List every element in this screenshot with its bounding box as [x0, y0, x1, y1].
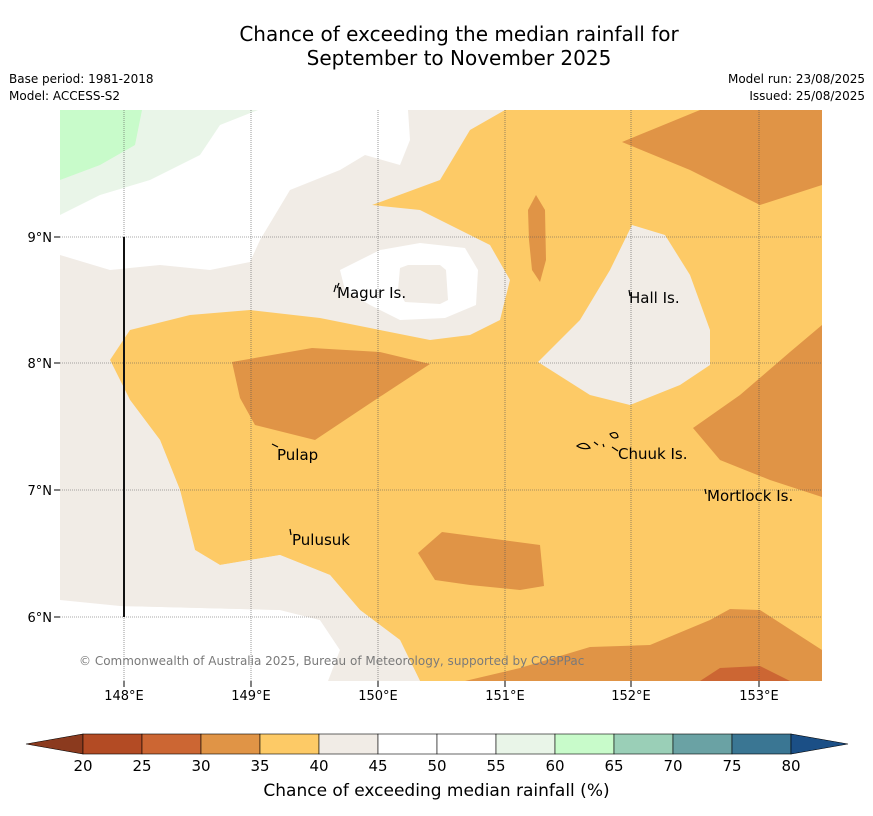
- region-30-35-central: [232, 348, 430, 440]
- label-hall: Hall Is.: [629, 289, 680, 307]
- x-axis: 148°E 149°E 150°E 151°E 152°E 153°E: [104, 681, 779, 704]
- colorbar: 20 25 30 35 40 45 50 55 60 65 70 75 80: [25, 733, 849, 775]
- region-40-45-hall: [538, 225, 710, 405]
- label-pulap: Pulap: [277, 446, 318, 464]
- x-tick-148: 148°E: [104, 689, 144, 704]
- colorbar-tick-30: 30: [191, 757, 210, 775]
- colorbar-tick-70: 70: [663, 757, 682, 775]
- colorbar-swatch-40-45: [318, 733, 379, 755]
- colorbar-swatch-50-55: [436, 733, 497, 755]
- colorbar-swatch-30-35: [200, 733, 261, 755]
- colorbar-tick-55: 55: [486, 757, 505, 775]
- region-magur-inner: [398, 265, 448, 304]
- colorbar-swatch-75-80: [731, 733, 792, 755]
- colorbar-tick-50: 50: [427, 757, 446, 775]
- colorbar-swatch-65-70: [613, 733, 674, 755]
- region-30-35-northeast: [622, 110, 822, 205]
- colorbar-tick-40: 40: [309, 757, 328, 775]
- y-tick-8n: 8°N: [28, 357, 53, 372]
- x-tick-151: 151°E: [485, 689, 525, 704]
- model-name: Model: ACCESS-S2: [9, 89, 121, 103]
- model-run: Model run: 23/08/2025: [727, 72, 865, 86]
- colorbar-swatch-25-30: [141, 733, 202, 755]
- label-pulusuk: Pulusuk: [292, 531, 350, 549]
- meta-right: Model run: 23/08/2025 Issued: 25/08/2025: [728, 71, 865, 105]
- label-magur: Magur Is.: [337, 284, 406, 302]
- x-tick-153: 153°E: [739, 689, 779, 704]
- y-tick-9n: 9°N: [28, 231, 53, 246]
- colorbar-extend-high: [790, 733, 849, 755]
- chart-title: Chance of exceeding the median rainfall …: [0, 22, 873, 70]
- y-tick-7n: 7°N: [28, 484, 53, 499]
- colorbar-tick-35: 35: [250, 757, 269, 775]
- colorbar-extend-low: [25, 733, 84, 755]
- colorbar-tick-60: 60: [545, 757, 564, 775]
- region-40-45-southwest: [60, 300, 420, 681]
- label-mortlock: Mortlock Is.: [707, 487, 793, 505]
- label-chuuk: Chuuk Is.: [618, 445, 687, 463]
- copyright: © Commonwealth of Australia 2025, Bureau…: [79, 654, 584, 668]
- colorbar-swatch-60-65: [554, 733, 615, 755]
- x-tick-150: 150°E: [358, 689, 398, 704]
- colorbar-label: Chance of exceeding median rainfall (%): [263, 781, 610, 801]
- graticule: [60, 110, 822, 681]
- colorbar-ticks: 20 25 30 35 40 45 50 55 60 65 70 75 80: [73, 757, 800, 775]
- colorbar-swatch-35-40: [259, 733, 320, 755]
- island-outlines: [271, 282, 707, 536]
- map-fill: [60, 110, 822, 681]
- title-line-1: Chance of exceeding the median rainfall …: [239, 22, 679, 46]
- rainfall-map: Magur Is. Hall Is. Pulap Chuuk Is. Mortl…: [28, 110, 822, 704]
- colorbar-swatches: [25, 733, 849, 755]
- colorbar-tick-20: 20: [73, 757, 92, 775]
- region-30-35-strip: [528, 195, 546, 282]
- colorbar-tick-80: 80: [781, 757, 800, 775]
- region-25-30-southeast: [700, 666, 790, 681]
- x-tick-152: 152°E: [611, 689, 651, 704]
- colorbar-swatch-70-75: [672, 733, 733, 755]
- y-axis: 9°N 8°N 7°N 6°N: [28, 231, 60, 626]
- region-60-65: [60, 110, 142, 180]
- colorbar-tick-25: 25: [132, 757, 151, 775]
- region-45-55-south: [60, 600, 340, 681]
- colorbar-swatch-45-50: [377, 733, 438, 755]
- colorbar-tick-45: 45: [368, 757, 387, 775]
- colorbar-tick-65: 65: [604, 757, 623, 775]
- issued-date: Issued: 25/08/2025: [749, 89, 865, 103]
- colorbar-swatch-55-60: [495, 733, 556, 755]
- y-tick-6n: 6°N: [28, 611, 53, 626]
- x-tick-149: 149°E: [231, 689, 271, 704]
- colorbar-swatch-20-25: [82, 733, 143, 755]
- colorbar-tick-75: 75: [722, 757, 741, 775]
- meta-left: Base period: 1981-2018 Model: ACCESS-S2: [9, 71, 154, 105]
- region-30-35-east: [693, 325, 822, 497]
- title-line-2: September to November 2025: [306, 46, 612, 70]
- region-30-35-southeast: [465, 609, 822, 681]
- base-period: Base period: 1981-2018: [9, 72, 154, 86]
- region-30-35-south: [418, 532, 544, 590]
